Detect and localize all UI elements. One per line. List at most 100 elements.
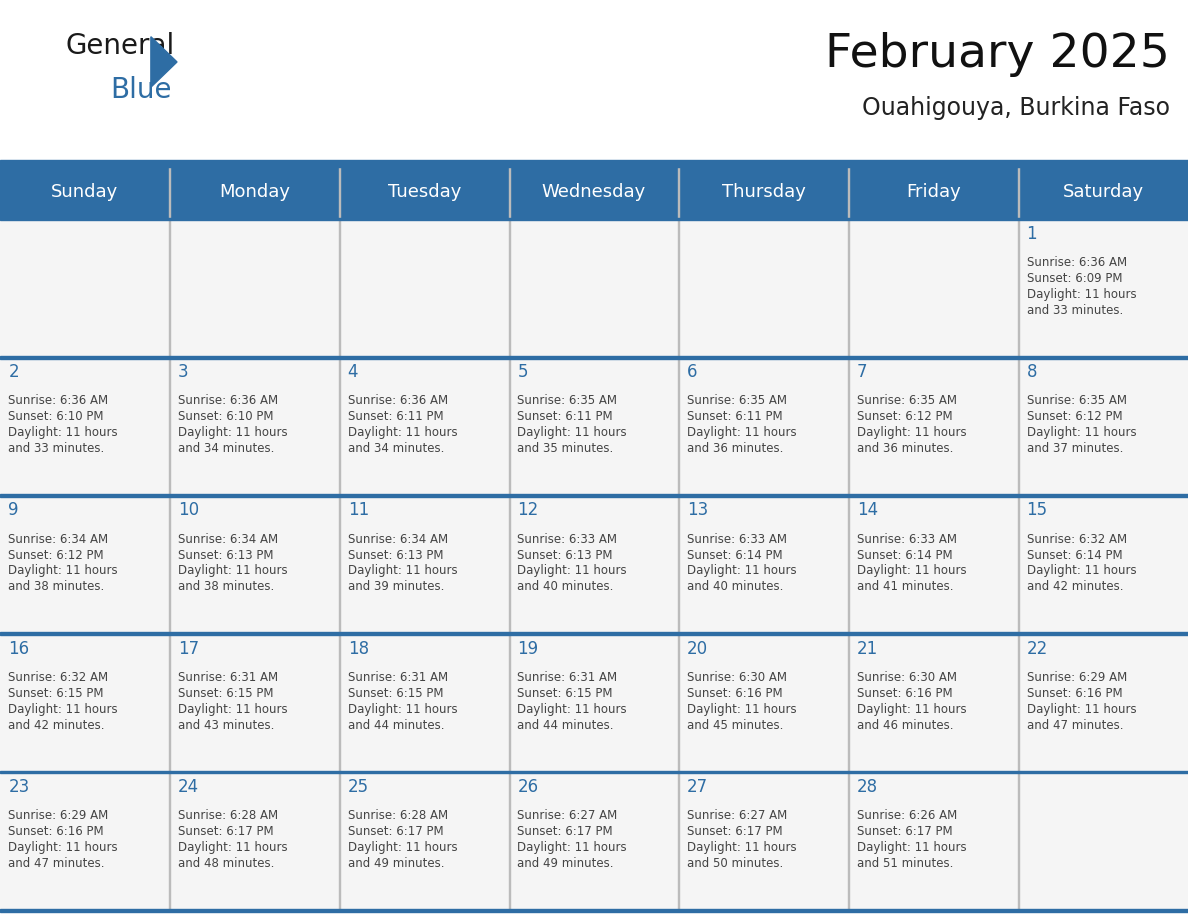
Text: and 33 minutes.: and 33 minutes.	[1026, 304, 1123, 317]
Text: Sunrise: 6:33 AM: Sunrise: 6:33 AM	[687, 532, 788, 545]
Text: February 2025: February 2025	[826, 32, 1170, 77]
Text: and 35 minutes.: and 35 minutes.	[518, 442, 614, 455]
Text: 2: 2	[8, 364, 19, 381]
Text: 25: 25	[348, 778, 368, 796]
Text: 22: 22	[1026, 640, 1048, 657]
Text: Tuesday: Tuesday	[387, 184, 461, 201]
Text: Daylight: 11 hours: Daylight: 11 hours	[1026, 288, 1136, 301]
Text: Daylight: 11 hours: Daylight: 11 hours	[348, 703, 457, 716]
Text: Sunset: 6:14 PM: Sunset: 6:14 PM	[687, 549, 783, 562]
Text: Sunrise: 6:26 AM: Sunrise: 6:26 AM	[857, 809, 958, 823]
Bar	[0, 160, 1188, 167]
Text: Sunset: 6:11 PM: Sunset: 6:11 PM	[687, 410, 783, 423]
Text: and 37 minutes.: and 37 minutes.	[1026, 442, 1123, 455]
Bar	[0, 218, 1188, 220]
Bar	[0, 770, 1188, 909]
Bar	[0, 356, 1188, 359]
Text: Sunset: 6:15 PM: Sunset: 6:15 PM	[518, 687, 613, 700]
Text: and 50 minutes.: and 50 minutes.	[687, 856, 783, 870]
Text: and 39 minutes.: and 39 minutes.	[348, 580, 444, 593]
Text: Sunrise: 6:34 AM: Sunrise: 6:34 AM	[8, 532, 108, 545]
Text: and 44 minutes.: and 44 minutes.	[348, 719, 444, 732]
Bar	[0, 633, 1188, 635]
Text: Sunrise: 6:30 AM: Sunrise: 6:30 AM	[857, 671, 956, 684]
Text: Sunrise: 6:35 AM: Sunrise: 6:35 AM	[518, 395, 618, 408]
Text: Daylight: 11 hours: Daylight: 11 hours	[8, 841, 118, 854]
Text: Sunrise: 6:32 AM: Sunrise: 6:32 AM	[1026, 532, 1126, 545]
Bar	[0, 494, 1188, 633]
Text: Daylight: 11 hours: Daylight: 11 hours	[348, 426, 457, 439]
Text: Sunrise: 6:31 AM: Sunrise: 6:31 AM	[348, 671, 448, 684]
Text: Sunrise: 6:35 AM: Sunrise: 6:35 AM	[857, 395, 956, 408]
Text: Sunrise: 6:29 AM: Sunrise: 6:29 AM	[8, 809, 108, 823]
Text: Sunset: 6:14 PM: Sunset: 6:14 PM	[857, 549, 953, 562]
Text: Sunset: 6:12 PM: Sunset: 6:12 PM	[857, 410, 953, 423]
Bar	[0, 633, 1188, 770]
Text: and 42 minutes.: and 42 minutes.	[1026, 580, 1123, 593]
Text: and 43 minutes.: and 43 minutes.	[178, 719, 274, 732]
Text: Sunset: 6:17 PM: Sunset: 6:17 PM	[518, 825, 613, 838]
Text: Sunset: 6:10 PM: Sunset: 6:10 PM	[178, 410, 273, 423]
Text: Sunrise: 6:35 AM: Sunrise: 6:35 AM	[687, 395, 788, 408]
Text: 15: 15	[1026, 501, 1048, 520]
Text: Wednesday: Wednesday	[542, 184, 646, 201]
Text: Daylight: 11 hours: Daylight: 11 hours	[687, 565, 797, 577]
Text: Sunset: 6:16 PM: Sunset: 6:16 PM	[8, 825, 103, 838]
Text: Sunrise: 6:31 AM: Sunrise: 6:31 AM	[518, 671, 618, 684]
Text: Daylight: 11 hours: Daylight: 11 hours	[8, 565, 118, 577]
Text: and 33 minutes.: and 33 minutes.	[8, 442, 105, 455]
Text: 3: 3	[178, 364, 189, 381]
Text: Daylight: 11 hours: Daylight: 11 hours	[348, 565, 457, 577]
Text: 27: 27	[687, 778, 708, 796]
Text: and 38 minutes.: and 38 minutes.	[8, 580, 105, 593]
Text: Sunrise: 6:34 AM: Sunrise: 6:34 AM	[348, 532, 448, 545]
Text: Daylight: 11 hours: Daylight: 11 hours	[687, 426, 797, 439]
Text: General: General	[65, 32, 175, 61]
Text: and 46 minutes.: and 46 minutes.	[857, 719, 954, 732]
Text: 17: 17	[178, 640, 200, 657]
Text: Blue: Blue	[110, 76, 172, 105]
Text: Sunrise: 6:36 AM: Sunrise: 6:36 AM	[8, 395, 108, 408]
Text: Sunset: 6:16 PM: Sunset: 6:16 PM	[687, 687, 783, 700]
Text: Sunset: 6:17 PM: Sunset: 6:17 PM	[687, 825, 783, 838]
Text: 1: 1	[1026, 225, 1037, 243]
Text: and 34 minutes.: and 34 minutes.	[178, 442, 274, 455]
Text: Daylight: 11 hours: Daylight: 11 hours	[518, 841, 627, 854]
Text: and 34 minutes.: and 34 minutes.	[348, 442, 444, 455]
Text: 19: 19	[518, 640, 538, 657]
Text: 14: 14	[857, 501, 878, 520]
Text: Monday: Monday	[219, 184, 290, 201]
Text: Daylight: 11 hours: Daylight: 11 hours	[8, 426, 118, 439]
Text: 18: 18	[348, 640, 368, 657]
Text: 16: 16	[8, 640, 30, 657]
Polygon shape	[151, 37, 177, 87]
Text: and 49 minutes.: and 49 minutes.	[518, 856, 614, 870]
Text: and 51 minutes.: and 51 minutes.	[857, 856, 953, 870]
Text: 12: 12	[518, 501, 538, 520]
Text: Daylight: 11 hours: Daylight: 11 hours	[348, 841, 457, 854]
Text: Sunrise: 6:35 AM: Sunrise: 6:35 AM	[1026, 395, 1126, 408]
Text: Sunrise: 6:33 AM: Sunrise: 6:33 AM	[518, 532, 618, 545]
Text: Sunrise: 6:36 AM: Sunrise: 6:36 AM	[178, 395, 278, 408]
Bar	[0, 218, 1188, 356]
Text: Sunrise: 6:33 AM: Sunrise: 6:33 AM	[857, 532, 956, 545]
Text: Sunset: 6:15 PM: Sunset: 6:15 PM	[348, 687, 443, 700]
Text: Daylight: 11 hours: Daylight: 11 hours	[687, 841, 797, 854]
Text: and 49 minutes.: and 49 minutes.	[348, 856, 444, 870]
Text: 9: 9	[8, 501, 19, 520]
Text: Sunset: 6:15 PM: Sunset: 6:15 PM	[178, 687, 273, 700]
Text: and 47 minutes.: and 47 minutes.	[8, 856, 105, 870]
Text: Friday: Friday	[906, 184, 961, 201]
Text: Daylight: 11 hours: Daylight: 11 hours	[178, 703, 287, 716]
Text: Daylight: 11 hours: Daylight: 11 hours	[857, 565, 967, 577]
Text: and 36 minutes.: and 36 minutes.	[687, 442, 784, 455]
Text: Sunrise: 6:28 AM: Sunrise: 6:28 AM	[178, 809, 278, 823]
Text: Daylight: 11 hours: Daylight: 11 hours	[1026, 703, 1136, 716]
Text: Sunset: 6:09 PM: Sunset: 6:09 PM	[1026, 272, 1123, 285]
Text: Sunrise: 6:34 AM: Sunrise: 6:34 AM	[178, 532, 278, 545]
Text: and 44 minutes.: and 44 minutes.	[518, 719, 614, 732]
Text: Sunset: 6:13 PM: Sunset: 6:13 PM	[518, 549, 613, 562]
Text: 7: 7	[857, 364, 867, 381]
Text: Daylight: 11 hours: Daylight: 11 hours	[8, 703, 118, 716]
Text: Daylight: 11 hours: Daylight: 11 hours	[178, 565, 287, 577]
